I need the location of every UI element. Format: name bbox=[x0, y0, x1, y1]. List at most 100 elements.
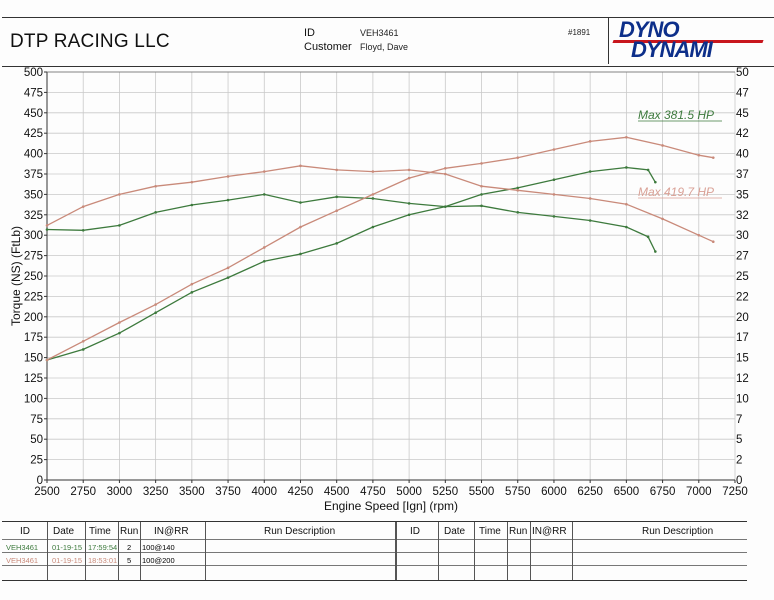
y2-tick-label: 2 bbox=[736, 455, 742, 467]
logo-line2: DYNAMI bbox=[631, 37, 713, 62]
data-point bbox=[407, 202, 411, 205]
data-point bbox=[299, 201, 302, 204]
y-tick-label: 375 bbox=[24, 169, 43, 181]
col-description: Run Description bbox=[264, 526, 336, 537]
data-point bbox=[480, 184, 483, 188]
data-point bbox=[226, 198, 230, 202]
company-name: DTP RACING LLC bbox=[10, 31, 170, 52]
row-time: 17:59:54 bbox=[88, 543, 118, 552]
run-table: ID Date Time Run IN@RR Run Description I… bbox=[2, 521, 747, 581]
data-point bbox=[335, 168, 338, 172]
data-point bbox=[552, 215, 556, 218]
row-id: VEH3461 bbox=[6, 543, 39, 552]
x-tick-label: 4250 bbox=[288, 486, 314, 498]
y2-tick-label: 25 bbox=[736, 271, 749, 283]
data-point bbox=[226, 276, 230, 279]
data-point bbox=[516, 189, 520, 192]
y-tick-label: 475 bbox=[24, 87, 43, 99]
dyno-chart: 0255075100125150175200225250275300325350… bbox=[9, 67, 749, 513]
y2-tick-label: 7 bbox=[736, 414, 742, 426]
dyno-dynamics-logo: DYNO DYNAMI bbox=[608, 17, 774, 64]
data-point bbox=[661, 217, 664, 221]
data-point bbox=[407, 213, 411, 217]
row-date: 01-19-15 bbox=[52, 556, 83, 565]
series-line-run5-torque bbox=[46, 165, 714, 243]
x-tick-label: 4750 bbox=[360, 486, 386, 498]
data-point bbox=[371, 170, 375, 173]
y-tick-label: 75 bbox=[30, 414, 43, 426]
data-point bbox=[262, 260, 266, 263]
col-date-right: Date bbox=[444, 526, 466, 537]
data-point bbox=[262, 170, 266, 173]
x-axis-label: Engine Speed [Ign] (rpm) bbox=[324, 499, 458, 513]
col-run: Run bbox=[120, 526, 139, 537]
data-point bbox=[371, 225, 375, 229]
data-point bbox=[407, 168, 411, 172]
col-description-right: Run Description bbox=[642, 526, 714, 537]
y-tick-label: 250 bbox=[24, 271, 43, 283]
col-time-right: Time bbox=[479, 526, 501, 537]
sheet-number: #1891 bbox=[568, 28, 591, 37]
y2-tick-label: 22 bbox=[736, 291, 749, 303]
data-point bbox=[226, 175, 230, 178]
y2-tick-label: 37 bbox=[736, 169, 749, 181]
y2-tick-label: 42 bbox=[736, 128, 749, 140]
x-tick-label: 4500 bbox=[324, 486, 350, 498]
y-tick-label: 150 bbox=[24, 353, 43, 365]
series-line-run5-power bbox=[46, 136, 714, 361]
y-tick-label: 50 bbox=[30, 434, 43, 446]
data-point bbox=[118, 193, 121, 196]
x-tick-label: 5500 bbox=[469, 486, 495, 498]
max-hp-annotation-run2: Max 381.5 HP bbox=[638, 108, 714, 122]
data-point bbox=[552, 148, 556, 151]
y-tick-label: 200 bbox=[24, 312, 43, 324]
y2-tick-label: 47 bbox=[736, 87, 749, 99]
data-point bbox=[45, 224, 49, 227]
y-tick-label: 225 bbox=[24, 291, 43, 303]
col-inrr: IN@RR bbox=[154, 526, 189, 537]
customer-label: Customer bbox=[304, 41, 352, 53]
data-point bbox=[480, 162, 483, 165]
x-tick-label: 3000 bbox=[107, 486, 133, 498]
data-point bbox=[697, 233, 701, 237]
y2-tick-label: 15 bbox=[736, 353, 749, 365]
y-tick-label: 275 bbox=[24, 251, 43, 263]
data-point bbox=[118, 321, 121, 324]
y2-tick-label: 32 bbox=[736, 210, 749, 222]
y2-tick-label: 45 bbox=[736, 108, 749, 120]
x-tick-label: 5000 bbox=[396, 486, 422, 498]
data-point bbox=[154, 311, 157, 315]
data-point bbox=[480, 204, 483, 208]
y-tick-label: 450 bbox=[24, 108, 43, 120]
data-point bbox=[45, 228, 49, 231]
y-tick-label: 425 bbox=[24, 128, 43, 140]
y-tick-label: 400 bbox=[24, 149, 43, 161]
logo-line1: DYNO bbox=[619, 17, 680, 42]
data-point bbox=[81, 339, 85, 343]
data-point bbox=[299, 252, 302, 256]
data-point bbox=[588, 140, 592, 143]
data-point bbox=[654, 250, 657, 253]
x-tick-label: 6250 bbox=[577, 486, 603, 498]
y2-tick-label: 20 bbox=[736, 312, 749, 324]
data-point bbox=[407, 176, 411, 180]
x-tick-label: 5750 bbox=[505, 486, 531, 498]
data-point bbox=[444, 166, 447, 170]
x-tick-label: 3500 bbox=[179, 486, 205, 498]
data-point bbox=[661, 144, 664, 147]
y-tick-label: 175 bbox=[24, 332, 43, 344]
data-point bbox=[226, 266, 230, 270]
row-id: VEH3461 bbox=[6, 556, 39, 565]
data-point bbox=[625, 225, 628, 229]
data-point bbox=[588, 197, 592, 200]
data-point bbox=[154, 303, 157, 306]
customer-name: Floyd, Dave bbox=[360, 42, 409, 52]
col-time: Time bbox=[89, 526, 111, 537]
row-date: 01-19-15 bbox=[52, 543, 83, 552]
data-point bbox=[335, 195, 338, 199]
row-run: 2 bbox=[127, 543, 132, 552]
y2-tick-label: 50 bbox=[736, 67, 749, 79]
x-tick-label: 7000 bbox=[686, 486, 712, 498]
y2-tick-label: 35 bbox=[736, 189, 749, 201]
data-point bbox=[646, 235, 650, 239]
